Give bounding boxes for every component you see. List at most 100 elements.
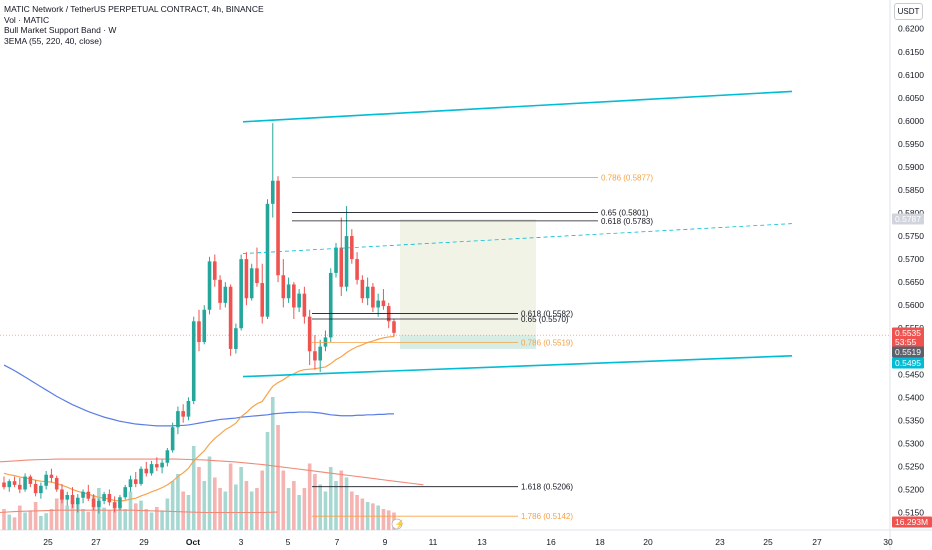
candle — [260, 263, 265, 324]
price-tag-label: 0.5535 — [895, 328, 921, 338]
candle — [176, 406, 180, 435]
price-tag-label: 0.5519 — [895, 347, 921, 357]
candle — [202, 305, 207, 345]
volume-bar — [112, 502, 117, 530]
volume-bar — [81, 509, 85, 530]
candle — [365, 277, 370, 306]
candle — [91, 494, 96, 511]
volume-bar — [12, 517, 17, 530]
candle — [2, 476, 6, 490]
support-band-upper-line — [0, 458, 424, 486]
candle-body — [133, 479, 138, 484]
volume-bar — [249, 491, 254, 530]
candle-body — [218, 279, 222, 303]
candle — [23, 473, 27, 492]
candle-body — [307, 316, 312, 352]
price-axis-tick: 0.5600 — [898, 300, 924, 310]
volume-bar — [302, 488, 307, 530]
candle — [28, 474, 33, 488]
support-band-lower-line — [0, 509, 278, 514]
candle — [75, 494, 80, 513]
candle-body — [160, 462, 164, 468]
candle-body — [65, 494, 70, 500]
candle-body — [165, 450, 170, 463]
currency-button[interactable]: USDT — [894, 3, 923, 20]
candle — [39, 482, 43, 499]
candle-body — [392, 321, 396, 333]
candle-body — [313, 351, 317, 361]
candle-body — [18, 484, 22, 490]
candle — [323, 330, 328, 352]
candle-body — [39, 485, 43, 494]
candle — [165, 447, 170, 467]
candle-body — [149, 464, 154, 474]
candle-body — [302, 293, 307, 317]
volume-bar — [102, 507, 106, 530]
candle — [118, 494, 122, 511]
candle — [281, 259, 286, 308]
volume-bar — [276, 425, 280, 530]
candle — [318, 339, 322, 372]
time-axis-tick: 29 — [139, 537, 149, 547]
candle-body — [360, 279, 365, 299]
candle — [54, 475, 59, 492]
candle-body — [86, 491, 91, 499]
candle — [144, 461, 149, 477]
candle — [102, 491, 106, 505]
time-axis-tick: 13 — [477, 537, 487, 547]
candle — [239, 254, 243, 331]
price-axis-tick: 0.6000 — [898, 116, 924, 126]
candle-body — [365, 286, 370, 299]
volume-bar — [139, 500, 143, 530]
time-axis-tick: 30 — [883, 537, 893, 547]
time-axis-tick: 23 — [715, 537, 725, 547]
candle-body — [339, 247, 344, 287]
candle — [155, 457, 159, 472]
fib-level-label: 0.618 (0.5582) — [521, 309, 573, 318]
candle-body — [186, 400, 191, 417]
candle — [328, 268, 333, 343]
candle-body — [81, 491, 85, 498]
volume-bar — [170, 481, 175, 530]
indicator-volume[interactable]: Vol · MATIC — [4, 14, 50, 25]
price-axis-tick: 0.6100 — [898, 70, 924, 80]
time-axis-tick: 5 — [286, 537, 291, 547]
volume-bar — [270, 397, 275, 530]
volume-bar — [207, 456, 212, 530]
volume-bar — [239, 467, 243, 530]
candle — [181, 404, 185, 423]
price-tag-label: 0.5787 — [895, 214, 921, 224]
candle — [265, 199, 270, 319]
indicator-bull-band[interactable]: Bull Market Support Band · W — [4, 25, 117, 35]
channel-lower-line — [242, 355, 793, 378]
indicator-3ema[interactable]: 3EMA (55, 220, 40, close) — [4, 35, 102, 46]
candle — [207, 256, 212, 315]
candle-body — [7, 481, 12, 488]
candle-body — [118, 497, 122, 508]
candle-body — [176, 411, 180, 428]
candle-body — [223, 286, 228, 303]
volume-bar — [344, 477, 349, 530]
price-axis-tick: 0.6200 — [898, 24, 924, 34]
price-axis-tick: 0.6150 — [898, 47, 924, 57]
candle-body — [318, 346, 322, 361]
fib-level-label: 0.65 (0.5801) — [601, 209, 649, 218]
candle — [255, 247, 259, 287]
volume-bar — [65, 505, 70, 530]
price-axis-tick: 0.5700 — [898, 254, 924, 264]
candle — [191, 316, 196, 405]
volume-bar — [28, 510, 33, 530]
price-axis-tick: 0.5950 — [898, 139, 924, 149]
candle-body — [23, 476, 27, 490]
volume-bar — [244, 481, 249, 530]
volume-bar — [265, 432, 270, 530]
candle — [371, 283, 375, 313]
volume-bar — [107, 510, 112, 530]
candle-body — [297, 293, 301, 308]
volume-bar — [165, 498, 170, 530]
candle — [234, 323, 238, 354]
candle-body — [197, 321, 201, 343]
candle-body — [28, 476, 33, 484]
lightning-glyph: ⚡ — [395, 519, 406, 530]
